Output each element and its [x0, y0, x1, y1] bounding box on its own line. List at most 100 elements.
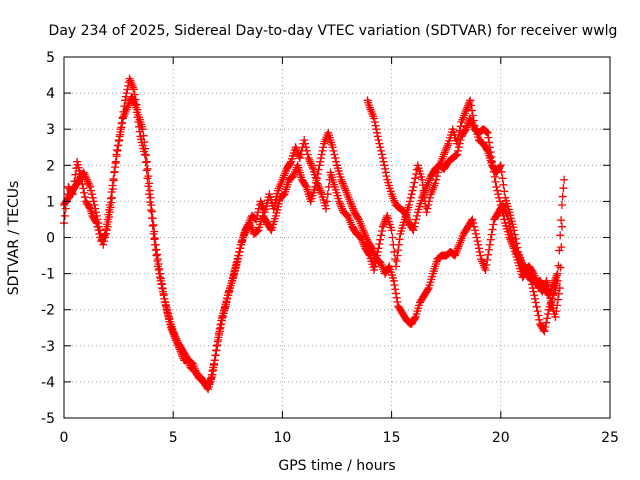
- data-point-marker: [543, 314, 552, 323]
- data-point-marker: [79, 184, 88, 193]
- data-point-marker: [359, 228, 368, 237]
- data-point-marker: [377, 146, 386, 155]
- data-point-marker: [105, 213, 114, 222]
- data-point-marker: [161, 302, 170, 311]
- data-point-marker: [99, 240, 108, 249]
- grid-layer: [64, 57, 610, 418]
- data-point-marker: [486, 235, 495, 244]
- data-point-marker: [508, 240, 517, 249]
- data-point-marker: [206, 377, 215, 386]
- data-point-marker: [485, 138, 494, 147]
- data-point-marker: [150, 235, 159, 244]
- data-point-marker: [443, 141, 452, 150]
- data-point-marker: [421, 186, 430, 195]
- data-point-marker: [560, 175, 569, 184]
- data-point-marker: [559, 184, 568, 193]
- data-point-marker: [403, 215, 412, 224]
- data-point-marker: [295, 154, 304, 163]
- data-point-marker: [174, 341, 183, 350]
- data-point-marker: [550, 276, 559, 285]
- data-point-marker: [495, 193, 504, 202]
- data-point-marker: [151, 246, 160, 255]
- data-point-marker: [556, 231, 565, 240]
- data-point-marker: [500, 187, 509, 196]
- tick-layer: 0 5 10 15 20 25 -5 -4 -3 -2 -1 0 1 2 3 4 5: [41, 50, 619, 446]
- data-point-marker: [347, 201, 356, 210]
- data-point-marker: [213, 341, 222, 350]
- data-point-marker: [302, 146, 311, 155]
- data-point-marker: [405, 201, 414, 210]
- data-point-marker: [207, 370, 216, 379]
- data-point-marker: [108, 193, 117, 202]
- data-point-marker: [493, 186, 502, 195]
- data-point-marker: [338, 177, 347, 186]
- data-point-marker: [378, 222, 387, 231]
- data-point-marker: [558, 192, 567, 201]
- data-point-marker: [300, 136, 309, 145]
- data-point-marker: [499, 211, 508, 220]
- data-point-marker: [553, 269, 562, 278]
- data-point-marker: [156, 276, 165, 285]
- data-point-marker: [498, 174, 507, 183]
- data-point-marker: [485, 245, 494, 254]
- data-point-marker: [316, 188, 325, 197]
- data-point-marker: [328, 143, 337, 152]
- data-point-marker: [476, 251, 485, 260]
- data-point-marker: [115, 132, 124, 141]
- data-point-marker: [124, 99, 133, 108]
- data-point-marker: [93, 215, 102, 224]
- data-point-marker: [286, 158, 295, 167]
- data-point-marker: [175, 343, 184, 352]
- data-point-marker: [431, 179, 440, 188]
- data-point-marker: [451, 249, 460, 258]
- data-point-marker: [360, 229, 369, 238]
- data-point-marker: [338, 179, 347, 188]
- data-point-marker: [84, 179, 93, 188]
- data-point-marker: [149, 229, 158, 238]
- data-point-marker: [217, 320, 226, 329]
- data-point-marker: [441, 146, 450, 155]
- data-point-marker: [467, 106, 476, 115]
- data-point-marker: [440, 150, 449, 159]
- data-point-marker: [101, 229, 110, 238]
- data-point-marker: [148, 221, 157, 230]
- data-point-marker: [496, 201, 505, 210]
- data-point-marker: [142, 157, 151, 166]
- data-point-marker: [376, 235, 385, 244]
- data-point-marker: [336, 201, 345, 210]
- y-tick-label: 5: [46, 50, 55, 66]
- data-point-marker: [495, 162, 504, 171]
- data-point-marker: [349, 204, 358, 213]
- data-point-marker: [497, 167, 506, 176]
- data-point-marker: [491, 177, 500, 186]
- data-point-marker: [303, 150, 312, 159]
- data-point-marker: [497, 204, 506, 213]
- data-point-marker: [106, 203, 115, 212]
- data-point-marker: [391, 289, 400, 298]
- data-point-marker: [471, 226, 480, 235]
- y-tick-label: -5: [41, 411, 55, 427]
- data-point-marker: [425, 197, 434, 206]
- data-point-marker: [418, 193, 427, 202]
- data-point-marker: [215, 330, 224, 339]
- data-point-marker: [409, 226, 418, 235]
- data-point-marker: [146, 206, 155, 215]
- x-tick-label: 20: [492, 430, 510, 446]
- data-point-marker: [452, 247, 461, 256]
- data-point-marker: [373, 132, 382, 141]
- data-point-marker: [111, 159, 120, 168]
- data-point-marker: [134, 117, 143, 126]
- data-point-marker: [533, 307, 542, 316]
- data-point-marker: [485, 143, 494, 152]
- data-point-marker: [375, 239, 384, 248]
- data-point-marker: [484, 133, 493, 142]
- data-point-marker: [529, 275, 538, 284]
- data-point-marker: [531, 298, 540, 307]
- data-point-marker: [530, 291, 539, 300]
- data-point-marker: [418, 191, 427, 200]
- data-point-marker: [553, 301, 562, 310]
- data-point-marker: [135, 127, 144, 136]
- data-point-marker: [402, 211, 411, 220]
- data-point-marker: [483, 128, 492, 137]
- data-point-marker: [266, 224, 275, 233]
